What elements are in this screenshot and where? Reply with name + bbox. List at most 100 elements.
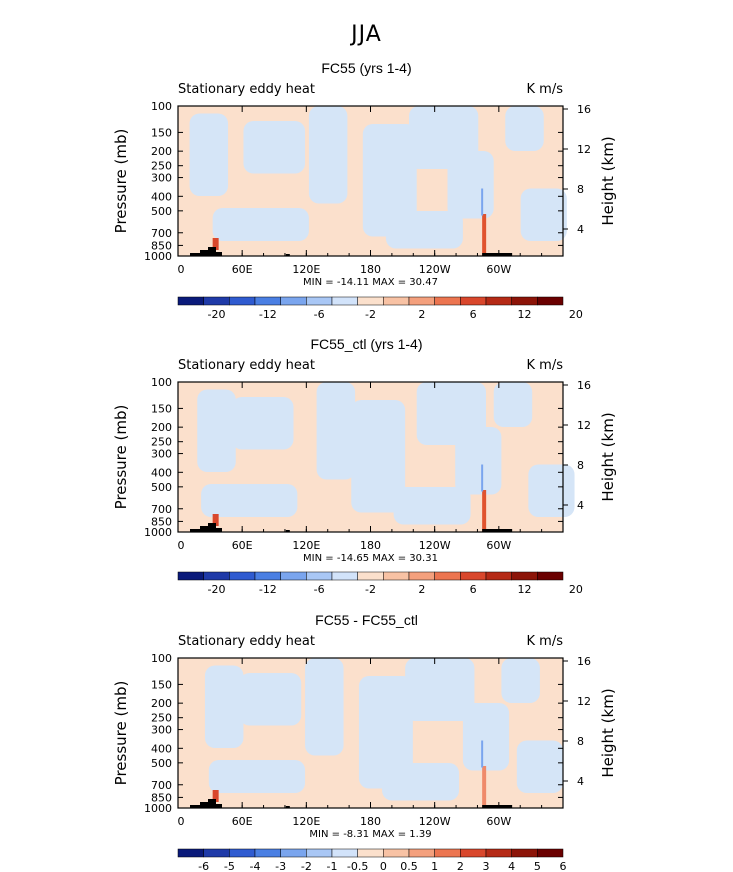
y-tick-label: 150 [151, 678, 172, 691]
negative-region [189, 113, 229, 196]
colorbar-swatch [229, 296, 256, 306]
y-tick-label: 250 [151, 160, 172, 173]
colorbar-label: 5 [534, 860, 541, 872]
topography [482, 253, 513, 256]
negative-region [204, 665, 244, 748]
y-axis-label: Pressure (mb) [112, 681, 130, 786]
colorbar-label: -3 [275, 860, 286, 872]
colorbar-label: 20 [569, 308, 583, 321]
colorbar: -6 -5 -4 -3 -2 -1 -0.5 0 0.5 1 2 3 4 5 6 [177, 848, 567, 872]
negative-region [201, 484, 298, 517]
x-tick-label: 180 [360, 815, 381, 828]
y-tick-label: 300 [151, 172, 172, 185]
panel-title: FC55 - FC55_ctl [315, 612, 418, 628]
x-tick-label: 0 [178, 263, 185, 276]
height-tick-label: 12 [577, 695, 591, 708]
colorbar-swatch [331, 571, 358, 581]
colorbar-swatch [229, 848, 256, 858]
colorbar-label: -2 [301, 860, 312, 872]
signal-spike [212, 514, 219, 526]
y-tick-label: 700 [151, 779, 172, 792]
colorbar-swatch [177, 296, 204, 306]
topography [285, 254, 290, 256]
y-tick-label: 150 [151, 126, 172, 139]
y-tick-label: 1000 [144, 526, 172, 539]
colorbar-label: -12 [259, 308, 277, 321]
x-tick-label: 120E [292, 815, 320, 828]
negative-region [308, 106, 348, 204]
colorbar-swatch [357, 296, 384, 306]
height-tick-label: 8 [577, 735, 584, 748]
colorbar-label: -12 [259, 583, 277, 596]
colorbar-swatch [280, 296, 307, 306]
y-tick-label: 850 [151, 515, 172, 528]
colorbar-label: 12 [518, 308, 532, 321]
colorbar-swatch [537, 848, 564, 858]
colorbar-swatch [229, 571, 256, 581]
colorbar-label: 20 [569, 583, 583, 596]
colorbar-label: 12 [518, 583, 532, 596]
y-tick-label: 500 [151, 481, 172, 494]
colorbar-label: -6 [198, 860, 209, 872]
y-tick-label: 500 [151, 205, 172, 218]
y-tick-label: 1000 [144, 802, 172, 815]
negative-region [239, 673, 302, 726]
colorbar-swatch [383, 296, 410, 306]
y-tick-label: 400 [151, 190, 172, 203]
units-label: K m/s [526, 358, 563, 373]
negative-region [462, 703, 510, 771]
colorbar-swatch [254, 296, 281, 306]
colorbar-swatch [306, 296, 333, 306]
x-tick-label: 0 [178, 815, 185, 828]
colorbar-label: 6 [470, 308, 477, 321]
height-tick-label: 12 [577, 143, 591, 156]
negative-region [455, 427, 502, 495]
colorbar-label: 1 [431, 860, 438, 872]
colorbar-label: 6 [470, 583, 477, 596]
colorbar-swatch [280, 571, 307, 581]
height-tick-label: 4 [577, 223, 584, 236]
y-tick-label: 100 [151, 376, 172, 389]
x-tick-label: 60E [232, 539, 253, 552]
colorbar-swatch [485, 296, 512, 306]
colorbar-swatch [203, 848, 230, 858]
signal-spike [482, 766, 487, 808]
negative-region [197, 389, 236, 472]
negative-region [212, 208, 309, 241]
height-tick-label: 12 [577, 419, 591, 432]
signal-spike-neg [481, 740, 484, 768]
height-tick-label: 4 [577, 499, 584, 512]
negative-region [447, 151, 494, 219]
y-tick-label: 1000 [144, 250, 172, 263]
colorbar-swatch [254, 848, 281, 858]
topography [482, 529, 513, 532]
negative-region [231, 397, 294, 450]
colorbar-swatch [511, 571, 538, 581]
colorbar-swatch [331, 296, 358, 306]
colorbar-label: -2 [365, 583, 376, 596]
colorbar-label: -6 [314, 583, 325, 596]
main-title: JJA [351, 22, 382, 47]
colorbar-swatch [357, 848, 384, 858]
colorbar-label: 6 [560, 860, 567, 872]
topography [482, 805, 513, 808]
y-tick-label: 400 [151, 742, 172, 755]
negative-region [208, 760, 306, 793]
colorbar-label: 0 [380, 860, 387, 872]
colorbar-label: -1 [327, 860, 338, 872]
colorbar-swatch [511, 296, 538, 306]
x-tick-label: 60E [232, 815, 253, 828]
colorbar-swatch [408, 296, 435, 306]
topography [190, 799, 222, 808]
y-tick-label: 700 [151, 227, 172, 240]
min-max-label: MIN = -14.65 MAX = 30.31 [303, 553, 438, 564]
colorbar-swatch [177, 848, 204, 858]
colorbar-label: 3 [483, 860, 490, 872]
negative-region [493, 382, 533, 427]
x-tick-label: 60W [486, 539, 511, 552]
y-tick-label: 700 [151, 503, 172, 516]
negative-region [316, 382, 356, 480]
panel-title: FC55 (yrs 1-4) [321, 60, 412, 76]
colorbar-swatch [306, 848, 333, 858]
